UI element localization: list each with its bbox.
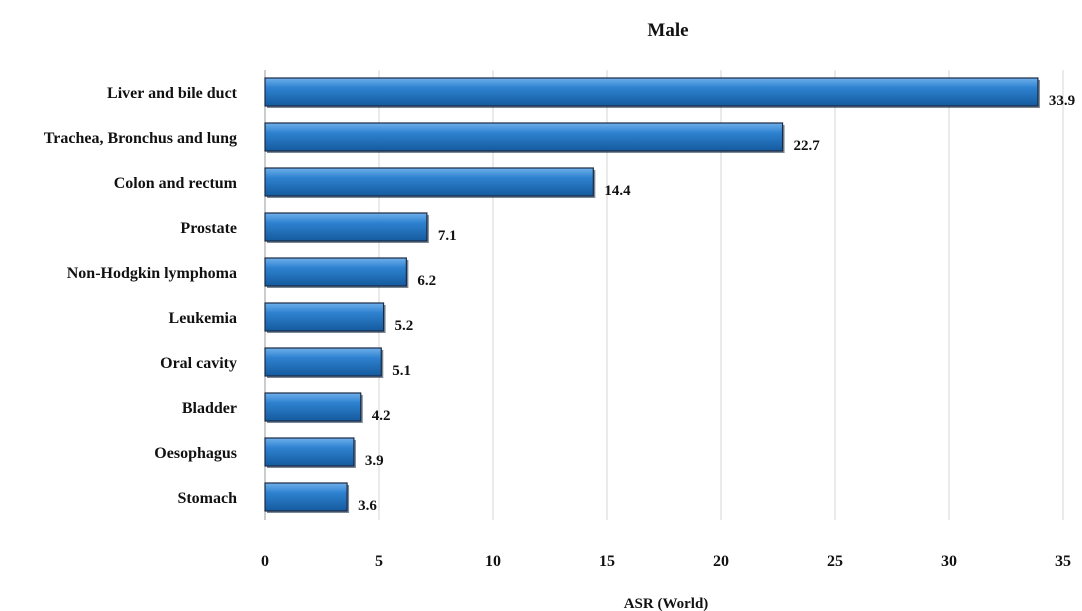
chart-title: Male [647,20,688,41]
bars [264,77,1040,513]
value-labels: 33.9 22.7 14.4 7.1 6.2 5.2 5.1 4.2 3.9 3.6 [358,93,1075,514]
x-tick-label: 25 [827,553,843,570]
bar [264,212,428,242]
bar [264,167,594,197]
bar [264,77,1039,107]
category-label: Prostate [180,220,237,237]
x-tick-label: 5 [375,553,383,570]
bar [264,122,784,152]
x-tick-label: 15 [599,553,615,570]
bar [264,482,348,512]
value-label: 5.2 [395,318,414,334]
category-label: Oral cavity [160,355,237,372]
value-label: 4.2 [372,408,391,424]
category-label: Non-Hodgkin lymphoma [67,265,237,282]
value-label: 22.7 [794,138,821,154]
x-axis-title: ASR (World) [624,596,709,611]
x-tick-label: 20 [713,553,729,570]
value-label: 5.1 [392,363,411,379]
bar [264,437,355,467]
x-tick-label: 0 [261,553,269,570]
value-label: 14.4 [604,183,631,199]
value-label: 6.2 [417,273,436,289]
category-label: Stomach [177,490,237,507]
x-tick-labels: 0 5 10 15 20 25 30 35 [261,553,1071,570]
category-label: Oesophagus [154,445,237,462]
category-label: Leukemia [169,310,237,327]
bar [264,302,385,332]
x-tick-label: 30 [941,553,957,570]
bar [264,347,382,377]
value-label: 7.1 [438,228,457,244]
bar [264,392,362,422]
x-tick-label: 10 [485,553,501,570]
category-label: Bladder [182,400,237,417]
value-label: 3.6 [358,498,377,514]
bar [264,257,407,287]
category-label: Liver and bile duct [107,85,238,102]
x-tick-label: 35 [1055,553,1071,570]
value-label: 33.9 [1049,93,1075,109]
category-labels: Liver and bile duct Trachea, Bronchus and… [44,85,238,507]
category-label: Colon and rectum [114,175,238,192]
category-label: Trachea, Bronchus and lung [44,130,237,147]
value-label: 3.9 [365,453,384,469]
